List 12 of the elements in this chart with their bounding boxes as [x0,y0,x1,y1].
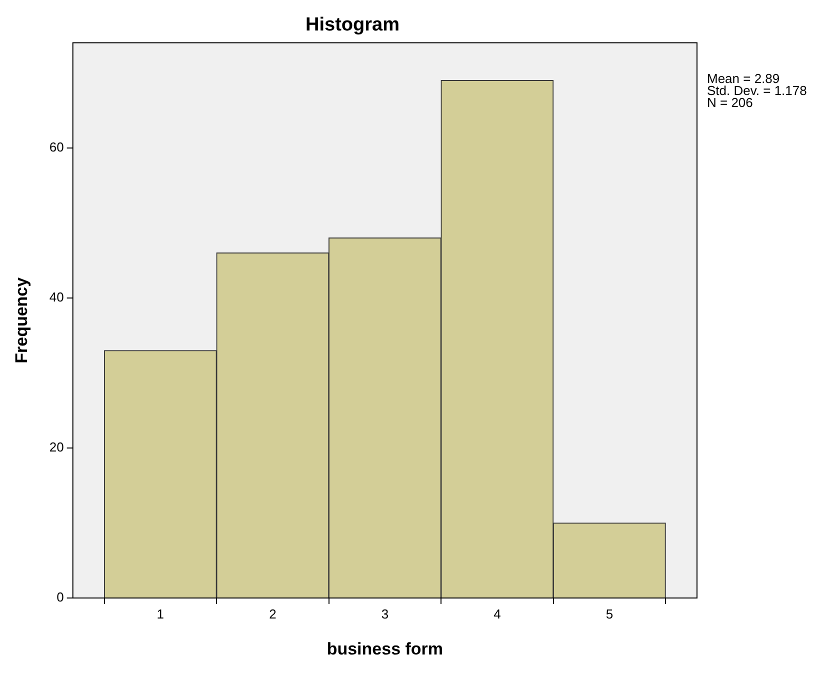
x-axis-title: business form [326,639,444,658]
x-tick-label: 1 [156,606,164,622]
x-tick-label: 5 [606,606,614,622]
x-tick-label: 4 [494,606,501,622]
x-tick-label: 3 [381,606,389,622]
y-axis-title: Frequency [12,276,31,364]
x-tick-label: 2 [269,606,276,622]
y-tick-label: 60 [49,139,64,154]
y-tick-label: 20 [49,440,64,455]
y-tick-label: 0 [56,590,64,605]
y-tick-label: 40 [49,289,64,304]
chart-title: Histogram [306,14,400,36]
